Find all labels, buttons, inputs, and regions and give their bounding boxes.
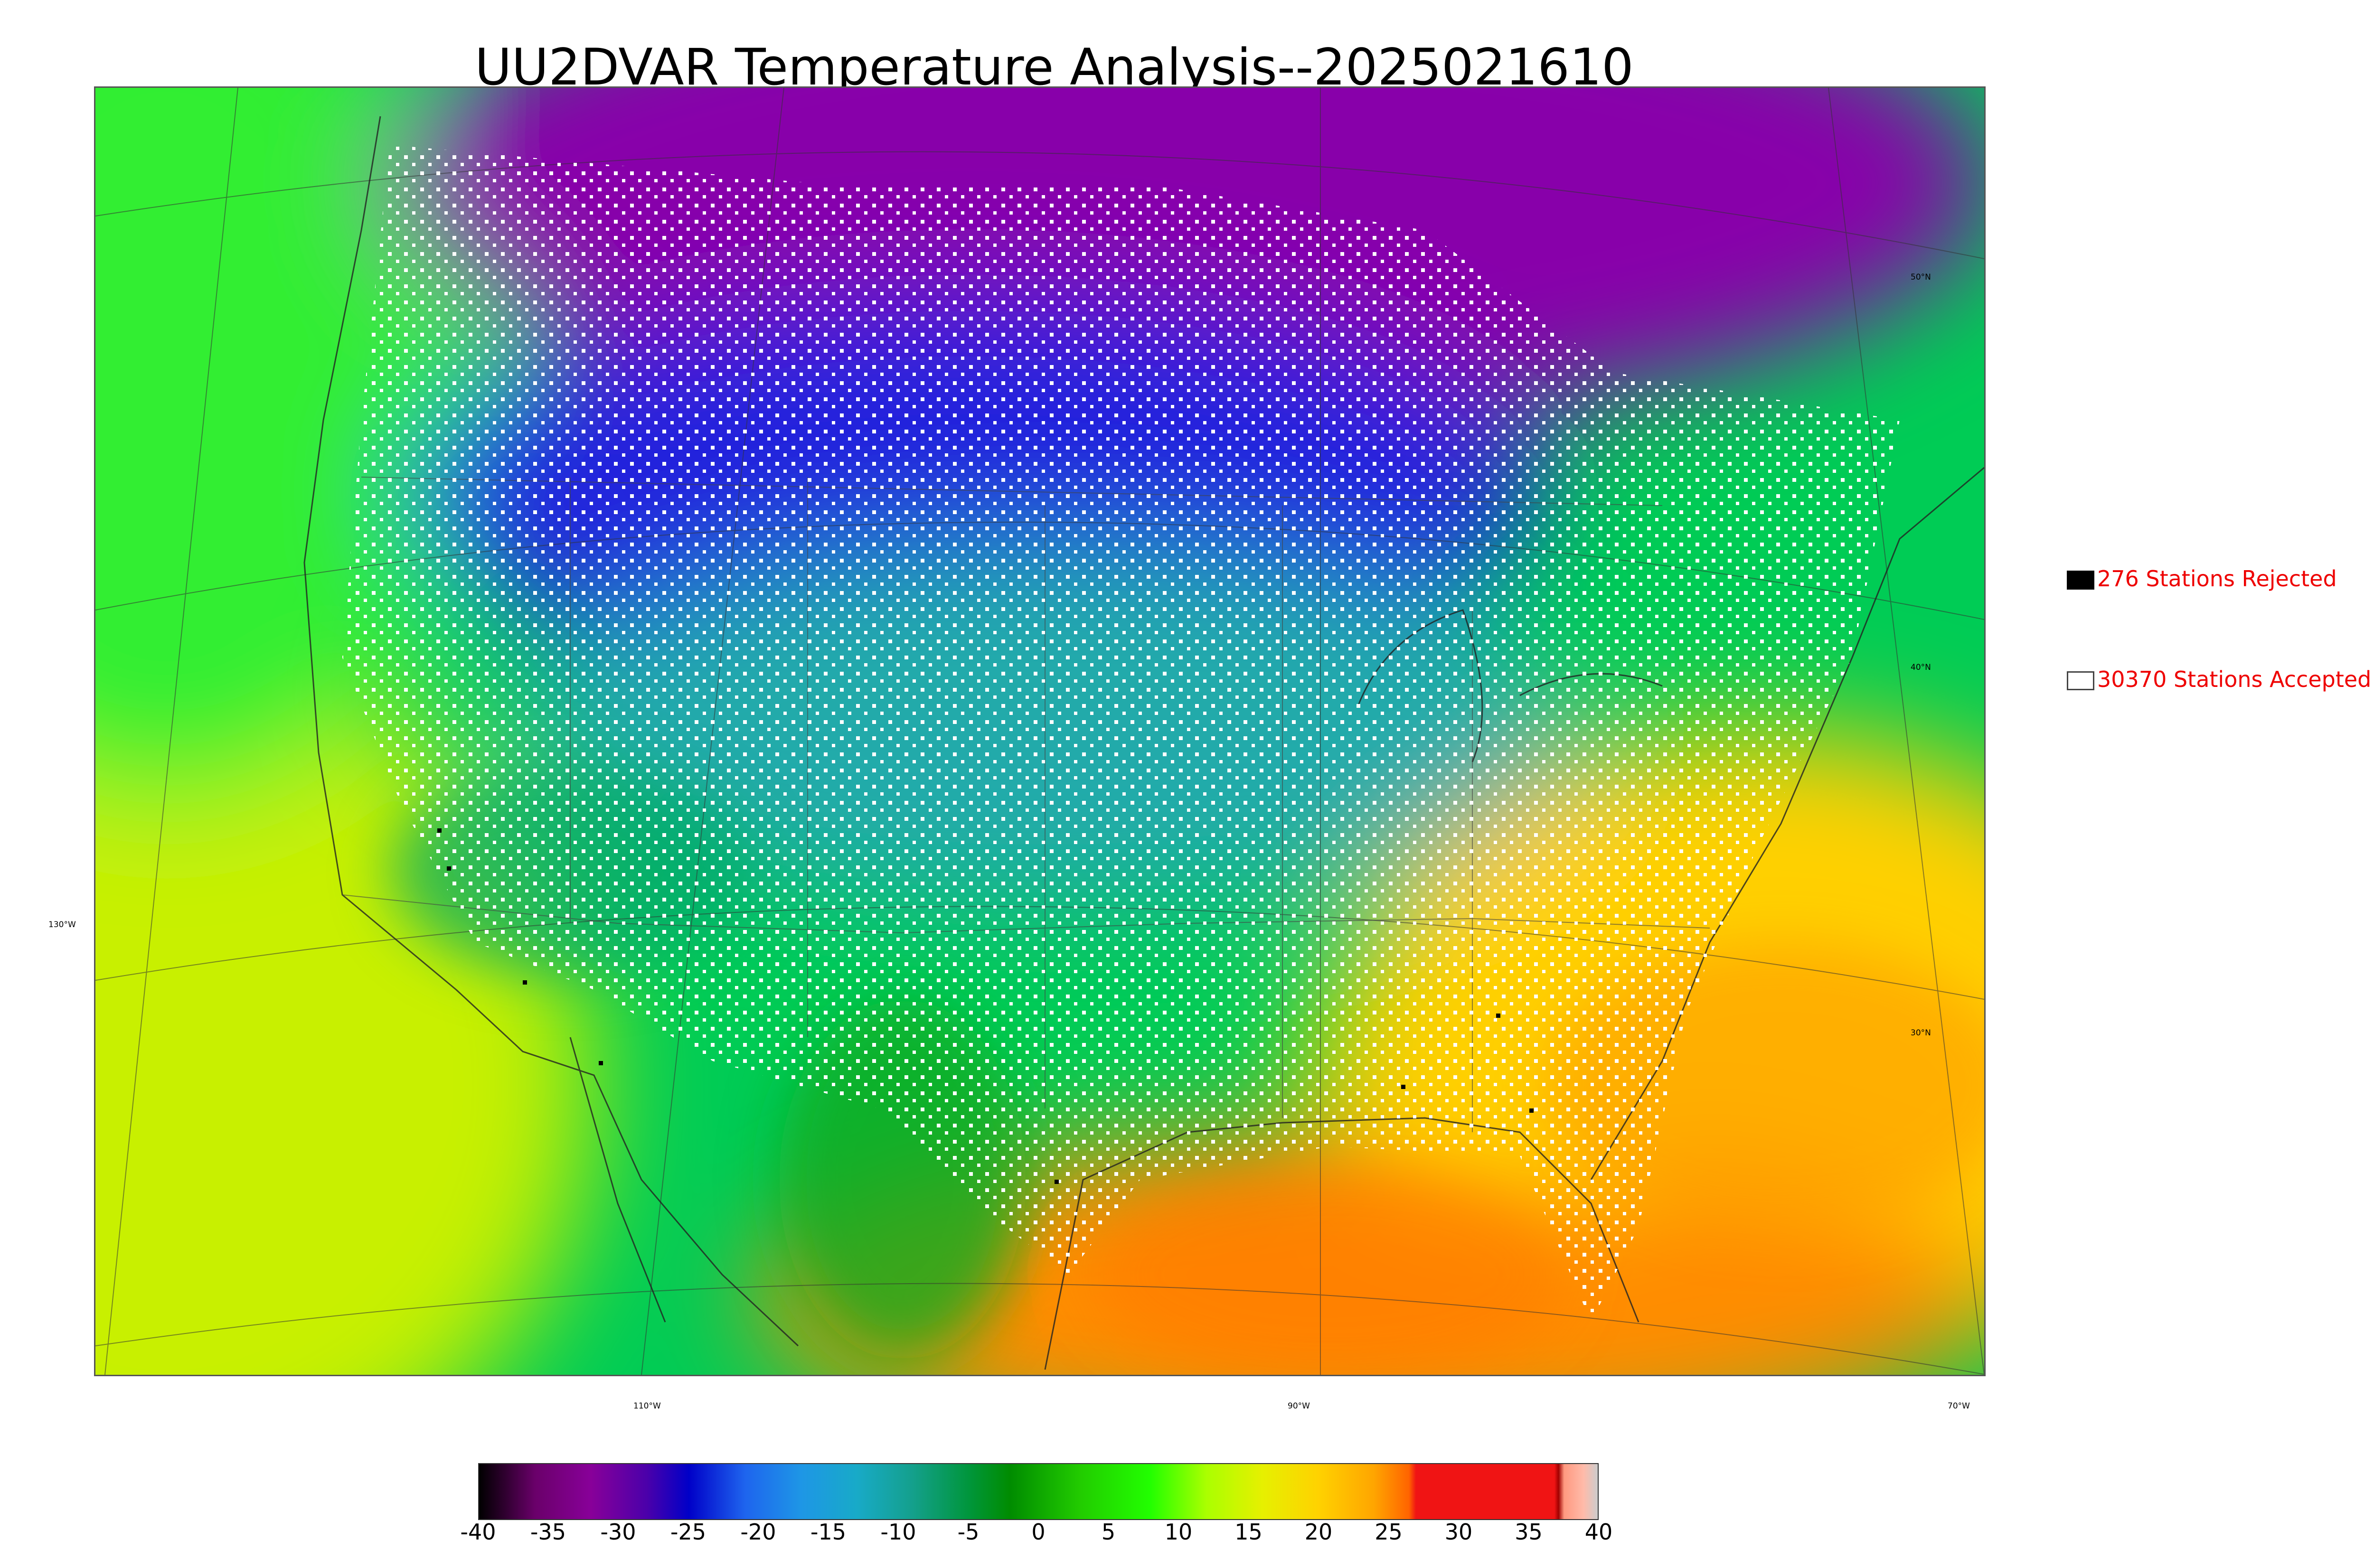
rejected-stations bbox=[437, 828, 1534, 1184]
colorbar-tick-label: 15 bbox=[1234, 1519, 1262, 1545]
colorbar-tick-label: -20 bbox=[740, 1519, 776, 1545]
lon-label-90: 90°W bbox=[1288, 1401, 1310, 1411]
rejected-station-dot bbox=[1055, 1180, 1059, 1184]
legend-rejected-label: 276 Stations Rejected bbox=[2097, 566, 2337, 592]
rejected-station-dot bbox=[523, 980, 527, 985]
colorbar-tick-label: -10 bbox=[880, 1519, 916, 1545]
colorbar-tick-label: 10 bbox=[1164, 1519, 1193, 1545]
legend-accepted-label: 30370 Stations Accepted bbox=[2097, 667, 2372, 692]
rejected-station-dot bbox=[447, 866, 451, 871]
lon-label-70: 70°W bbox=[1948, 1401, 1970, 1411]
colorbar-tick-label: -30 bbox=[600, 1519, 636, 1545]
colorbar-tick-label: -15 bbox=[810, 1519, 847, 1545]
temperature-map-canvas bbox=[95, 88, 1984, 1375]
colorbar-tick-label: 20 bbox=[1304, 1519, 1333, 1545]
colorbar-tick-label: 0 bbox=[1031, 1519, 1046, 1545]
rejected-station-dot bbox=[1401, 1085, 1405, 1089]
rejected-station-dot bbox=[437, 828, 442, 833]
colorbar-tick-label: 25 bbox=[1375, 1519, 1403, 1545]
lon-label-110: 110°W bbox=[633, 1401, 661, 1411]
colorbar-tick-label: 40 bbox=[1584, 1519, 1613, 1545]
temperature-colorbar bbox=[478, 1463, 1599, 1520]
lon-label-130: 130°W bbox=[48, 920, 76, 930]
lat-label-50: 50°N bbox=[1911, 272, 1931, 282]
colorbar-tick-label: -40 bbox=[460, 1519, 496, 1545]
rejected-station-dot bbox=[1496, 1014, 1500, 1018]
rejected-swatch bbox=[2067, 571, 2094, 590]
accepted-stations bbox=[342, 145, 1900, 1322]
colorbar-tick-label: 30 bbox=[1444, 1519, 1473, 1545]
lat-label-30: 30°N bbox=[1911, 1028, 1931, 1038]
temperature-map[interactable] bbox=[94, 86, 1986, 1376]
colorbar-tick-label: -25 bbox=[670, 1519, 707, 1545]
lat-label-40: 40°N bbox=[1911, 663, 1931, 672]
colorbar-tick-label: -35 bbox=[530, 1519, 566, 1545]
colorbar-tick-label: 5 bbox=[1101, 1519, 1116, 1545]
rejected-station-dot bbox=[1529, 1108, 1534, 1113]
colorbar-tick-label: 35 bbox=[1515, 1519, 1543, 1545]
colorbar-tick-label: -5 bbox=[957, 1519, 980, 1545]
rejected-station-dot bbox=[599, 1061, 603, 1065]
accepted-swatch bbox=[2067, 671, 2094, 690]
